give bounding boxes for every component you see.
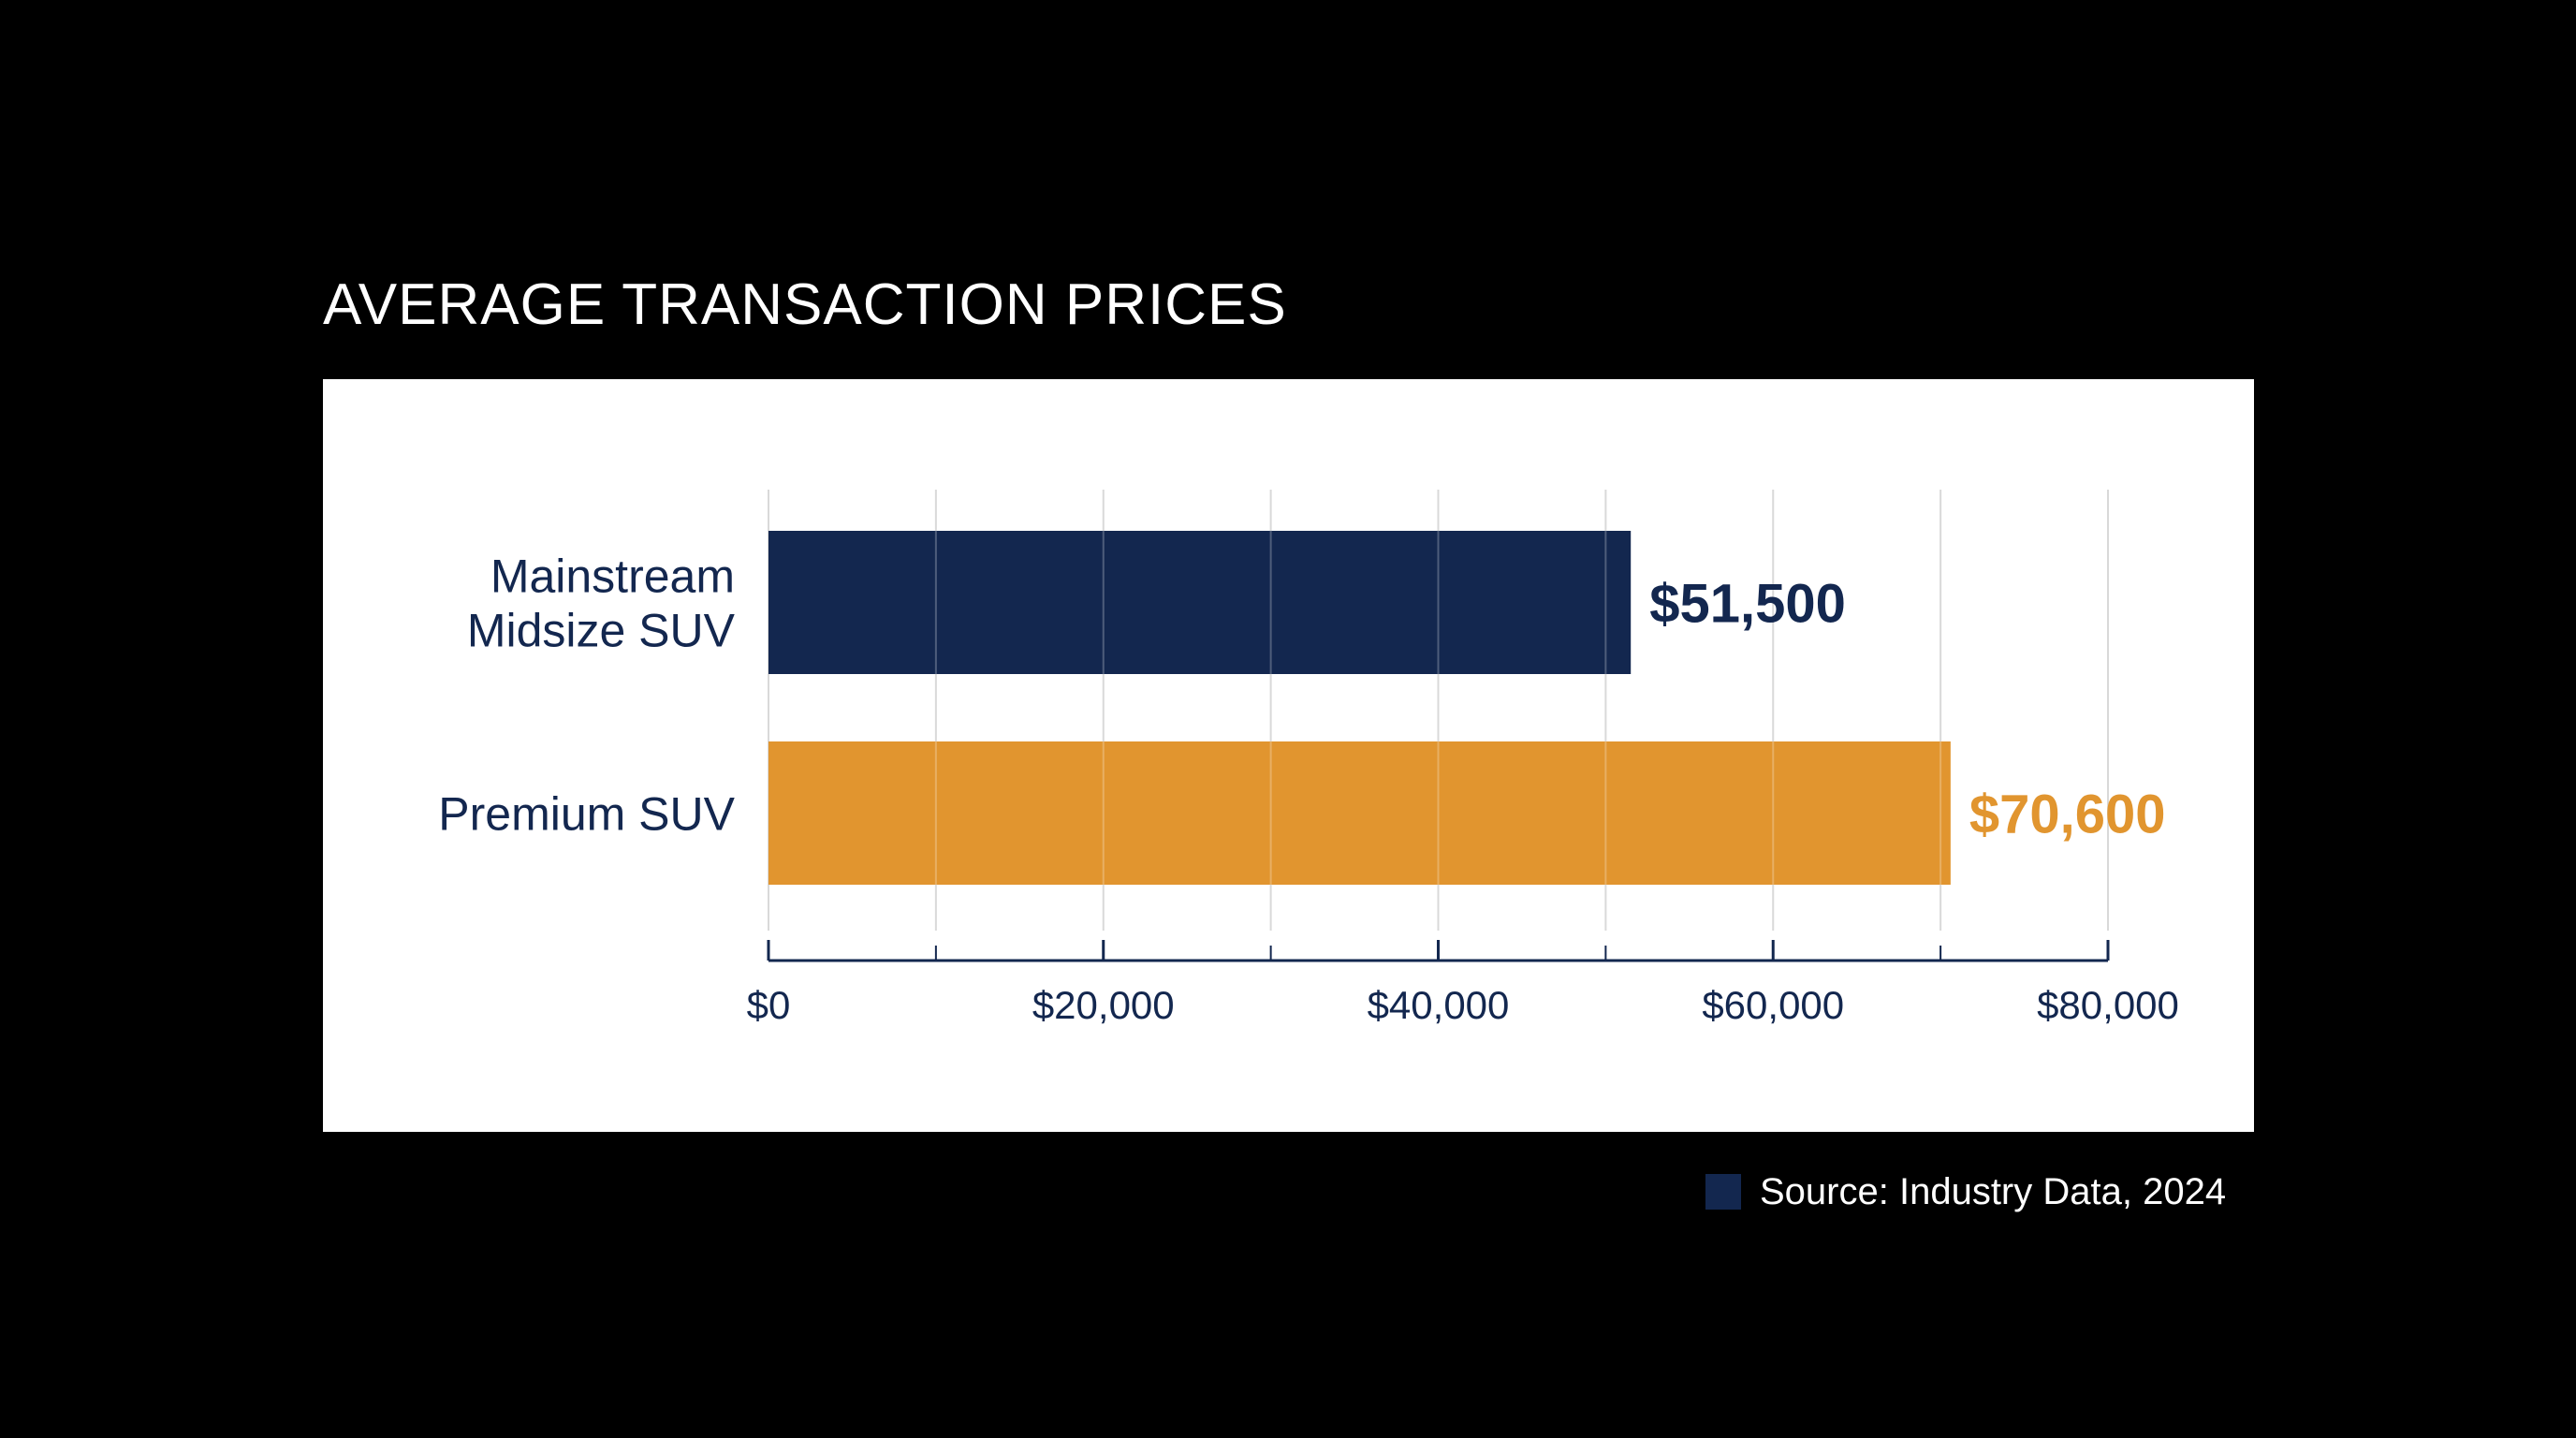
category-label: Midsize SUV (467, 605, 736, 657)
bar-2 (768, 741, 1951, 885)
bar-1 (768, 531, 1632, 674)
chart-title: AVERAGE TRANSACTION PRICES (323, 272, 1287, 337)
x-tick-label: $80,000 (2037, 983, 2179, 1027)
category-label: Mainstream (490, 550, 735, 603)
x-tick-label: $40,000 (1368, 983, 1510, 1027)
value-label: $70,600 (1969, 785, 2166, 845)
x-tick-label: $60,000 (1702, 983, 1844, 1027)
x-tick-label: $0 (747, 983, 791, 1027)
bar-chart: $0 $20,000 $40,000 $60,000 $80,000 Mainstrea… (438, 490, 2179, 1027)
bars (768, 531, 1951, 885)
source-note: Source: Industry Data, 2024 (1705, 1170, 2227, 1212)
category-label: Premium SUV (438, 788, 735, 841)
value-label: $51,500 (1649, 574, 1846, 635)
chart-panel: $0 $20,000 $40,000 $60,000 $80,000 Mainstrea… (323, 379, 2254, 1132)
source-swatch (1705, 1174, 1741, 1210)
x-axis: $0 $20,000 $40,000 $60,000 $80,000 (747, 940, 2179, 1027)
x-tick-label: $20,000 (1032, 983, 1175, 1027)
source-text: Source: Industry Data, 2024 (1760, 1170, 2227, 1212)
